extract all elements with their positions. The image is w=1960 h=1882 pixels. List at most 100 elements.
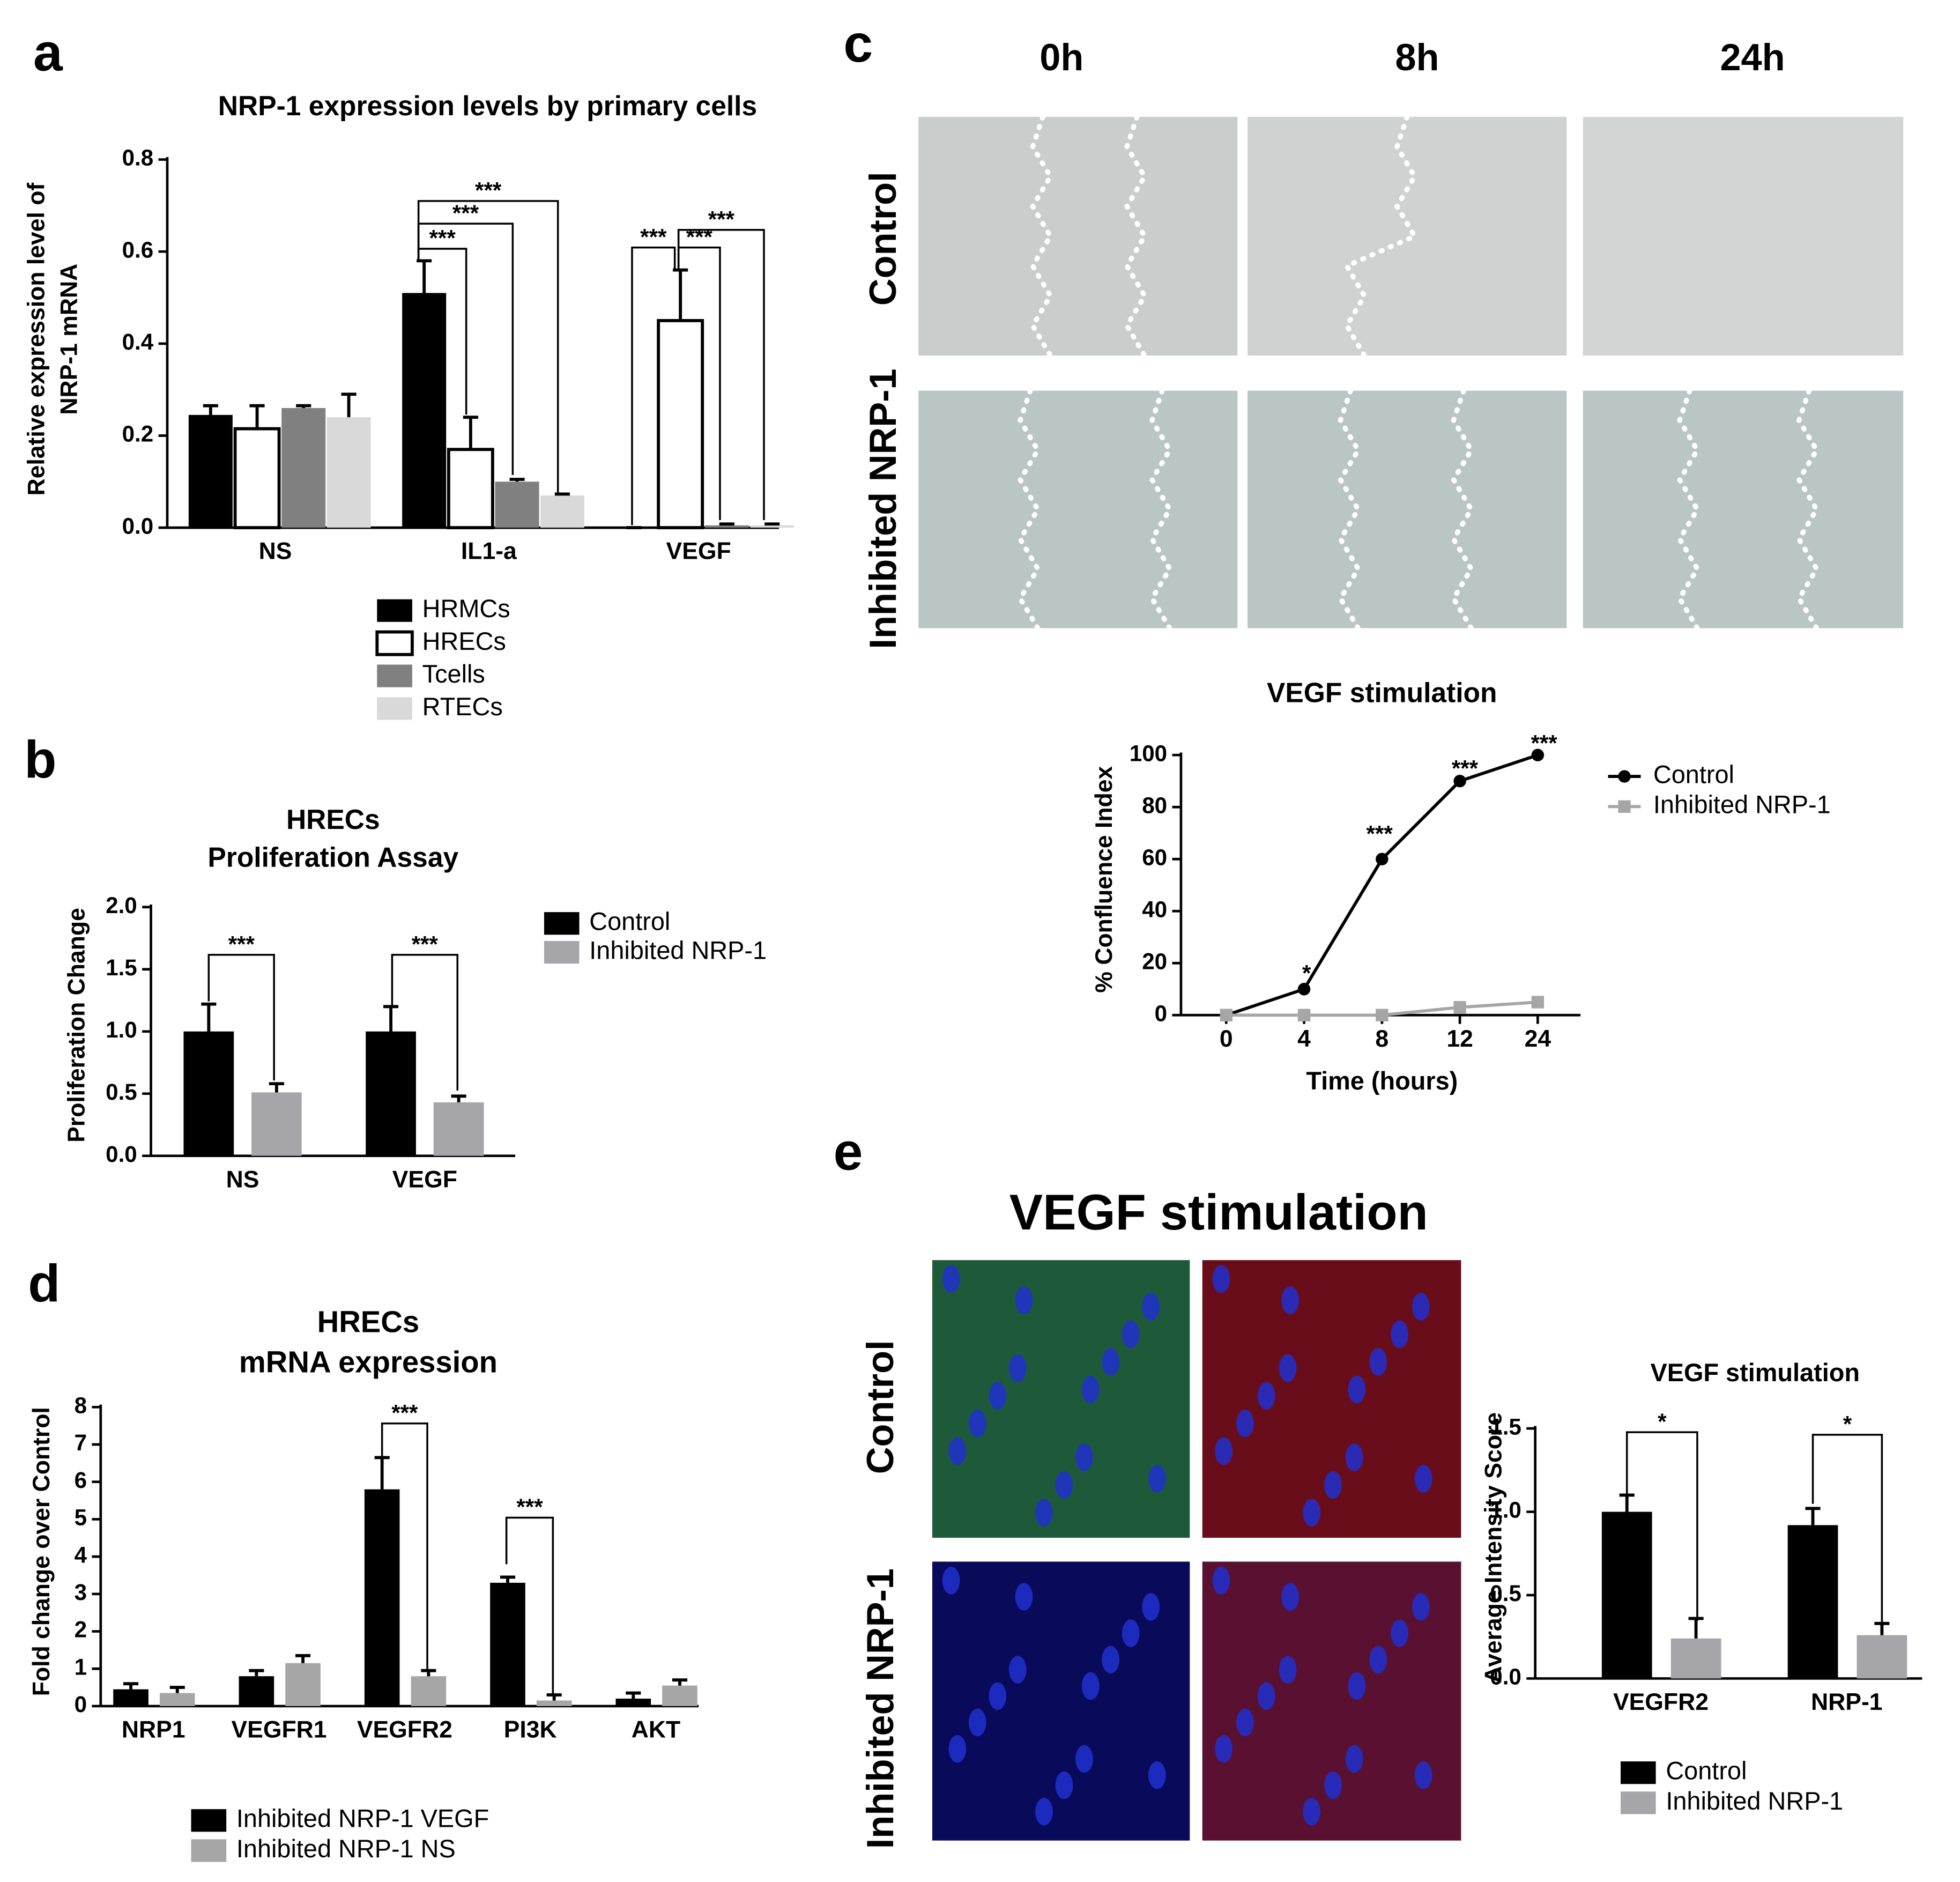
bar [495, 481, 539, 528]
x-tick-label: 0 [1220, 1026, 1233, 1052]
nucleus [1122, 1320, 1140, 1348]
y-tick-label: 1.5 [106, 955, 137, 980]
y-tick-label: 0.6 [122, 237, 154, 262]
nucleus [1281, 1583, 1300, 1611]
marker [1453, 1001, 1466, 1014]
nucleus [1303, 1798, 1320, 1826]
x-tick-label: VEGF [666, 538, 731, 565]
error-bar [249, 404, 265, 429]
nucleus [1324, 1771, 1342, 1799]
bar [447, 448, 494, 530]
significance-bracket [677, 229, 765, 521]
legend-label: Control [589, 908, 670, 936]
x-tick-label: 8 [1375, 1026, 1389, 1052]
legend-label: Inhibited NRP-1 [1653, 791, 1831, 819]
nucleus [1015, 1286, 1033, 1314]
y-tick-label: 0.5 [106, 1079, 137, 1105]
y-tick-label: 100 [1130, 740, 1167, 766]
significance-label: *** [640, 224, 667, 249]
nucleus [1075, 1745, 1093, 1773]
error-bar [673, 268, 688, 321]
nucleus [1081, 1672, 1100, 1700]
legend-label: RTECs [422, 693, 503, 721]
error-bar [626, 1691, 641, 1699]
y-tick-label: 8 [75, 1392, 87, 1418]
y-axis-label: Proliferation Change [63, 908, 90, 1143]
error-bar [509, 478, 525, 482]
nucleus [1257, 1382, 1275, 1410]
significance-bracket [391, 954, 459, 1091]
significance-bracket [381, 1422, 428, 1671]
nucleus [1281, 1286, 1300, 1314]
nucleus [1257, 1682, 1275, 1710]
legend-label: HRMCs [422, 595, 510, 623]
nucleus [1075, 1443, 1093, 1471]
nucleus [1148, 1465, 1166, 1493]
x-tick-label: VEGF [392, 1166, 457, 1192]
error-bar [1805, 1507, 1821, 1525]
legend-swatch [377, 697, 412, 720]
y-tick-label: 2 [75, 1617, 87, 1642]
legend-swatch [1620, 1761, 1656, 1784]
error-bar [249, 1669, 264, 1677]
error-bar [451, 1094, 466, 1102]
nucleus [1215, 1735, 1233, 1763]
nucleus [1236, 1409, 1254, 1438]
nucleus [1391, 1320, 1409, 1348]
significance-label: *** [452, 201, 479, 226]
wound-edge [1124, 114, 1148, 358]
significance-label: *** [686, 224, 713, 249]
significance-bracket [631, 246, 676, 525]
significance-label: *** [1531, 731, 1557, 756]
significance-bracket [207, 954, 275, 1081]
nucleus [1212, 1566, 1230, 1595]
bar [281, 407, 326, 528]
nucleus [1279, 1656, 1297, 1684]
nucleus [989, 1682, 1007, 1710]
x-tick-label: 4 [1297, 1026, 1311, 1052]
significance-label: *** [516, 1494, 543, 1520]
significance-label: *** [1367, 821, 1393, 846]
bar [285, 1663, 321, 1706]
row-label: Inhibited NRP-1 [862, 368, 904, 649]
significance-label: * [1302, 960, 1311, 986]
marker [1220, 1009, 1233, 1021]
y-tick-label: 0.0 [106, 1142, 137, 1167]
error-bar [203, 404, 218, 415]
legend-label: Control [1666, 1757, 1747, 1785]
nucleus [1035, 1499, 1053, 1527]
error-bar [383, 1005, 399, 1032]
nucleus [1324, 1471, 1342, 1499]
x-tick-label: PI3K [504, 1717, 557, 1743]
legend-label: Tcells [422, 660, 485, 688]
significance-label: *** [412, 932, 439, 957]
significance-bracket [1625, 1431, 1698, 1621]
x-tick-label: NRP-1 [1811, 1689, 1883, 1715]
y-axis-label: % Confluence Index [1091, 766, 1117, 993]
nucleus [942, 1566, 960, 1595]
nucleus [1081, 1375, 1100, 1404]
nucleus [1345, 1745, 1363, 1773]
x-tick-label: 12 [1446, 1026, 1473, 1052]
bar [1857, 1635, 1907, 1679]
bar [615, 1699, 651, 1706]
nucleus [1008, 1354, 1027, 1382]
y-tick-label: 1.5 [1490, 1414, 1521, 1439]
nucleus [1215, 1437, 1233, 1465]
error-bar [421, 1669, 436, 1677]
error-bar [672, 1678, 688, 1686]
nucleus [1055, 1471, 1073, 1499]
bar [657, 319, 704, 530]
nucleus [1148, 1761, 1166, 1789]
bar [433, 1102, 484, 1156]
error-bar [341, 392, 357, 418]
y-tick-label: 0.0 [1490, 1664, 1521, 1690]
y-tick-label: 0.4 [122, 329, 154, 354]
wound-edge [1796, 388, 1820, 631]
row-label: Control [862, 172, 904, 306]
legend-label: Inhibited NRP-1 [589, 936, 767, 964]
y-tick-label: 60 [1142, 844, 1167, 870]
legend-swatch [377, 664, 412, 687]
legend-swatch [544, 941, 580, 964]
nucleus [1412, 1593, 1430, 1621]
